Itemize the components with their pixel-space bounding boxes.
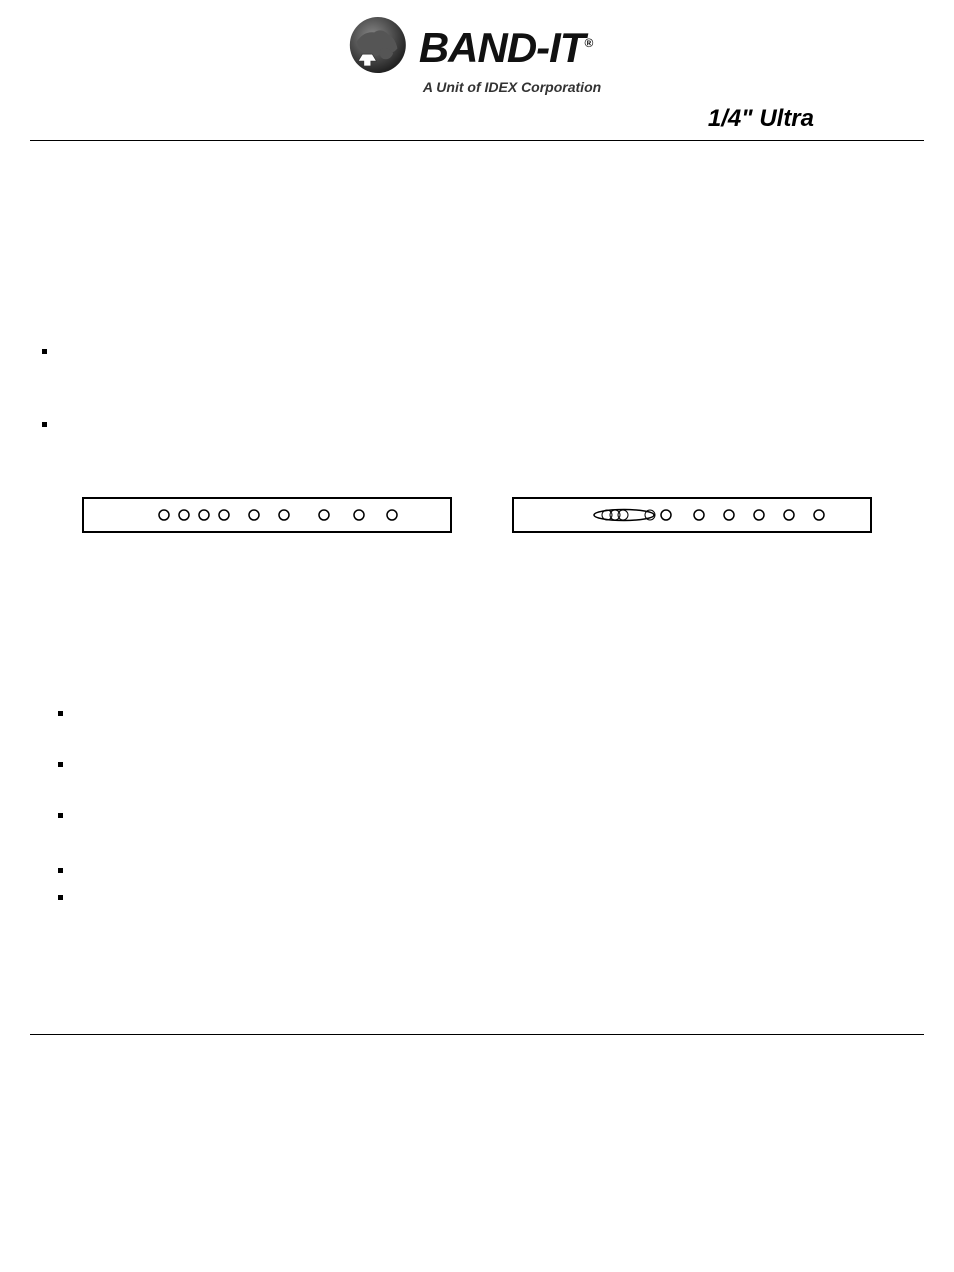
footer-divider	[30, 1034, 924, 1035]
lower-bullet	[58, 754, 916, 767]
strip-diagram-right	[512, 497, 872, 533]
square-bullet-icon	[42, 349, 47, 354]
brand-text: BAND-IT	[419, 24, 585, 71]
square-bullet-icon	[58, 711, 63, 716]
brand-name: BAND-IT®	[419, 24, 592, 72]
strip-right-svg	[514, 497, 870, 533]
strip-left-svg	[84, 497, 450, 533]
lower-bullet	[58, 887, 916, 900]
logo-block: BAND-IT® A Unit of IDEX Corporation	[343, 10, 611, 95]
upper-bullet-2	[42, 414, 916, 427]
lower-bullet	[58, 860, 916, 873]
logo-row: BAND-IT®	[343, 10, 611, 85]
square-bullet-icon	[42, 422, 47, 427]
square-bullet-icon	[58, 762, 63, 767]
page: BAND-IT® A Unit of IDEX Corporation 1/4"…	[0, 0, 954, 1055]
strip-diagram-left	[82, 497, 452, 533]
spacer	[38, 593, 916, 703]
square-bullet-icon	[58, 868, 63, 873]
page-header: BAND-IT® A Unit of IDEX Corporation 1/4"…	[30, 10, 924, 140]
lower-bullet-list	[58, 703, 916, 900]
lower-bullet	[58, 703, 916, 716]
strip-diagrams-row	[38, 457, 916, 593]
content-area	[30, 141, 924, 1034]
upper-bullet-1	[42, 341, 916, 354]
square-bullet-icon	[58, 813, 63, 818]
document-title: 1/4" Ultra	[708, 105, 814, 133]
lower-bullet	[58, 805, 916, 818]
registered-mark: ®	[584, 36, 592, 50]
square-bullet-icon	[58, 895, 63, 900]
spacer	[38, 181, 916, 341]
globe-icon	[343, 10, 413, 85]
spacer	[38, 914, 916, 1034]
